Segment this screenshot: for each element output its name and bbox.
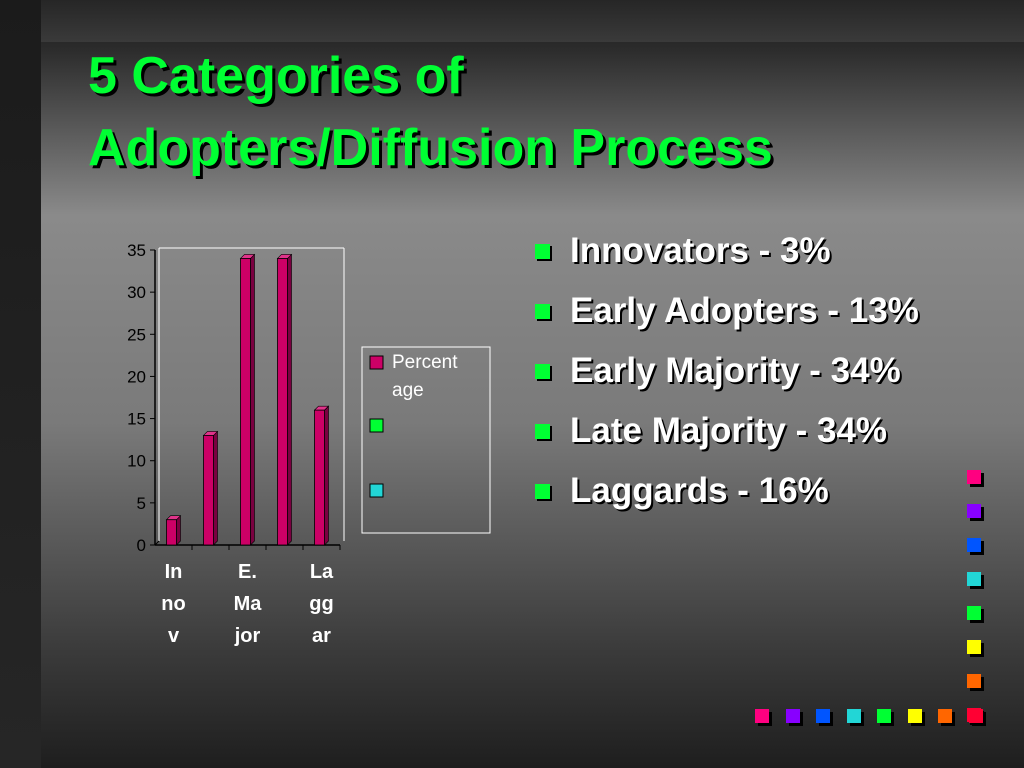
decorative-square — [967, 538, 981, 552]
bullet-text: Early Adopters - 13% — [570, 291, 919, 330]
bullet-square-icon — [535, 304, 550, 319]
bullet-item-innovators: Innovators - 3% — [535, 222, 955, 280]
decorative-square — [816, 709, 830, 723]
x-category-label: La — [310, 561, 334, 583]
legend-label: age — [392, 380, 424, 401]
bar-early-adopters — [203, 435, 214, 546]
bullet-square-icon — [535, 364, 550, 379]
x-category-label: jor — [234, 625, 261, 647]
bar-e-major — [240, 258, 251, 546]
x-category-label: no — [161, 593, 185, 615]
bullet-text: Laggards - 16% — [570, 471, 829, 510]
bar-side — [213, 430, 218, 546]
slide-title: 5 Categories of Adopters/Diffusion Proce… — [88, 40, 988, 184]
bar-side — [324, 405, 329, 546]
y-tick-label: 25 — [127, 325, 146, 344]
bar-side — [176, 514, 181, 546]
decorative-square — [967, 572, 981, 586]
bullet-item-early-majority: Early Majority - 34% — [535, 342, 955, 400]
decorative-square — [967, 606, 981, 620]
legend-swatch — [369, 483, 384, 498]
bar-innov — [166, 519, 177, 546]
bar-laggar — [314, 409, 325, 546]
decorative-square — [967, 504, 981, 518]
top-band — [0, 0, 1024, 42]
legend-label: Percent — [392, 352, 458, 373]
legend-swatch — [369, 355, 384, 370]
bullet-item-laggards: Laggards - 16% — [535, 462, 955, 520]
y-tick-label: 15 — [127, 410, 146, 429]
bullet-item-early-adopters: Early Adopters - 13% — [535, 282, 955, 340]
y-tick-label: 20 — [127, 367, 146, 386]
left-band — [0, 0, 41, 768]
decorative-square — [877, 709, 891, 723]
x-category-label: gg — [309, 593, 333, 615]
y-tick-label: 0 — [137, 536, 146, 555]
bullet-square-icon — [535, 484, 550, 499]
title-line-1: 5 Categories of — [88, 47, 464, 105]
decorative-square — [755, 709, 769, 723]
bullet-square-icon — [535, 244, 550, 259]
decorative-square — [846, 709, 861, 723]
decorative-square — [967, 674, 981, 688]
bar-chart: 0 5 10 15 20 25 30 35 In no v E. Ma jor La gg ar Percent a… — [127, 241, 491, 647]
decorative-square — [907, 709, 922, 723]
decorative-square — [785, 709, 800, 723]
y-tick-label: 10 — [127, 452, 146, 471]
bullet-item-late-majority: Late Majority - 34% — [535, 402, 955, 460]
legend-box — [361, 346, 491, 534]
decorative-square — [968, 709, 983, 723]
y-tick-label: 30 — [127, 283, 146, 302]
axis-corner — [154, 540, 160, 546]
y-tick-label: 5 — [137, 494, 146, 513]
bullet-list: Innovators - 3% Early Adopters - 13% Ear… — [535, 222, 955, 522]
decorative-square — [938, 709, 952, 723]
bullet-text: Early Majority - 34% — [570, 351, 901, 390]
bullet-text: Late Majority - 34% — [570, 411, 888, 450]
bar-late-majority — [277, 258, 288, 546]
x-category-label: In — [165, 561, 183, 583]
decorative-square — [967, 470, 981, 484]
x-category-label: E. — [238, 561, 257, 583]
bar-side — [250, 253, 255, 546]
bullet-text: Innovators - 3% — [570, 231, 831, 270]
title-line-2: Adopters/Diffusion Process — [88, 119, 773, 177]
x-category-label: v — [168, 625, 180, 647]
bullet-square-icon — [535, 424, 550, 439]
decorative-square — [967, 640, 981, 654]
y-tick-label: 35 — [127, 241, 146, 260]
bar-side — [287, 253, 292, 546]
legend-swatch — [369, 418, 384, 433]
x-category-label: Ma — [234, 593, 263, 615]
x-category-label: ar — [312, 625, 331, 647]
